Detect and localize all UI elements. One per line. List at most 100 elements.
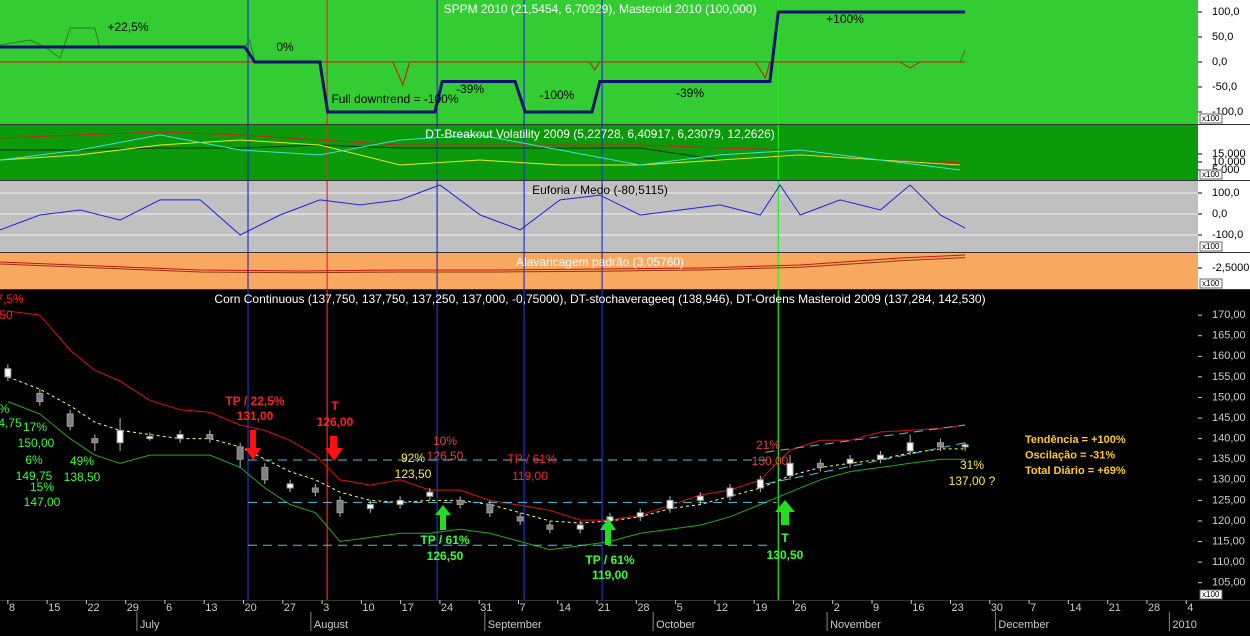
series-line (0, 134, 961, 171)
x-tick-label: 23 (952, 602, 964, 614)
x-tick-label: 9 (873, 602, 879, 614)
x-tick-label: 28 (637, 602, 649, 614)
panel-title: DT-Breakout Volatility 2009 (5,22728, 6,… (425, 127, 775, 141)
y-tick-label: 105,00 (1212, 577, 1246, 589)
annotation: Full downtrend = -100% (331, 92, 458, 106)
x-tick-label: 6 (166, 602, 172, 614)
panel-title: Euforia / Medo (-80,5115) (532, 183, 668, 197)
annotation: T (781, 531, 789, 545)
multiplier: x100 (1202, 170, 1220, 179)
series-line (765, 442, 966, 485)
candle-body (176, 434, 184, 440)
candle-body (336, 499, 344, 514)
panel-background (0, 290, 1198, 600)
x-tick-label: 12 (716, 602, 728, 614)
x-tick-label: 21 (1109, 602, 1121, 614)
multiplier: x100 (1202, 279, 1220, 288)
annotation: 149,75 (16, 469, 53, 483)
month-label: July (140, 619, 160, 631)
x-tick-label: 2 (834, 602, 840, 614)
x-tick-label: 15 (48, 602, 60, 614)
candle-body (456, 499, 464, 505)
annotation: 150,00 (18, 436, 55, 450)
annotation: 49% (70, 454, 94, 468)
series-line (765, 424, 966, 453)
x-tick-label: 27 (284, 602, 296, 614)
x-axis-background (0, 600, 1250, 631)
month-label: November (830, 619, 881, 631)
x-tick-label: 17 (402, 602, 414, 614)
candle-body (91, 438, 99, 444)
x-tick-label: 4 (1187, 602, 1193, 614)
candle-body (366, 503, 374, 510)
annotation: 119,00 (592, 568, 628, 582)
annotation: 137,00 ? (949, 474, 996, 488)
panel-title: SPPM 2010 (21,5454, 6,70929), Masteroid … (444, 2, 757, 16)
annotation: 17% (23, 420, 47, 434)
multiplier: x100 (1202, 242, 1220, 251)
series-line (7, 310, 966, 521)
y-tick-label: -100,0 (1212, 229, 1243, 241)
x-tick-label: 26 (794, 602, 806, 614)
candle-body (146, 436, 154, 440)
candle-body (4, 368, 12, 378)
candle-body (961, 444, 969, 448)
y-tick-label: 50,0 (1212, 31, 1233, 43)
y-tick-label: 140,00 (1212, 433, 1246, 445)
y-tick-label: 145,00 (1212, 412, 1246, 424)
annotation: 126,50 (427, 449, 464, 463)
x-tick-label: 22 (87, 602, 99, 614)
annotation: -39% (456, 82, 484, 96)
annotation: 126,00 (317, 415, 354, 429)
summary-line: Tendência = +100% (1025, 434, 1126, 446)
multiplier: x100 (1202, 590, 1220, 599)
month-label: October (656, 619, 695, 631)
series-line (7, 401, 966, 551)
y-tick-label: 100,0 (1212, 187, 1240, 199)
y-tick-label: 115,00 (1212, 535, 1245, 547)
candle-body (846, 458, 854, 464)
annotation: 123,50 (395, 467, 432, 481)
x-tick-label: 14 (559, 602, 571, 614)
panel-title: Corn Continuous (137,750, 137,750, 137,2… (214, 292, 985, 306)
panel-background (0, 125, 1198, 180)
annotation: 130,50 (767, 548, 804, 562)
y-tick-label: 125,00 (1212, 494, 1246, 506)
y-tick-label: 170,00 (1212, 309, 1246, 321)
y-tick-label: 130,00 (1212, 474, 1246, 486)
candle-body (311, 487, 319, 493)
candle-body (906, 442, 914, 452)
summary-line: Total Diário = +69% (1025, 465, 1126, 477)
candle-body (486, 503, 494, 514)
candle-body (666, 499, 674, 510)
x-tick-label: 30 (991, 602, 1003, 614)
x-tick-label: 20 (245, 602, 257, 614)
buy-arrow (435, 505, 451, 530)
annotation: % (0, 402, 10, 416)
series-line (0, 61, 966, 87)
x-tick-label: 16 (912, 602, 924, 614)
candle-body (876, 454, 884, 460)
annotation: +22,5% (107, 20, 148, 34)
multiplier: x100 (1202, 114, 1220, 123)
x-tick-label: 31 (480, 602, 492, 614)
annotation: 50 (0, 308, 13, 322)
x-tick-label: 24 (441, 602, 453, 614)
x-tick-label: 29 (127, 602, 139, 614)
sell-arrow (325, 436, 343, 461)
month-label: 2010 (1172, 619, 1196, 631)
x-tick-label: 8 (9, 602, 15, 614)
annotation: 15% (30, 480, 54, 494)
annotation: +100% (826, 12, 864, 26)
month-label: September (488, 619, 542, 631)
candle-body (36, 392, 44, 403)
candle-body (261, 466, 269, 481)
x-tick-label: 5 (677, 602, 683, 614)
y-tick-label: 100,0 (1212, 6, 1240, 18)
candle-body (786, 462, 794, 477)
annotation: -100% (540, 88, 575, 102)
annotation: 7,5% (0, 292, 24, 306)
annotation: 31% (960, 458, 984, 472)
